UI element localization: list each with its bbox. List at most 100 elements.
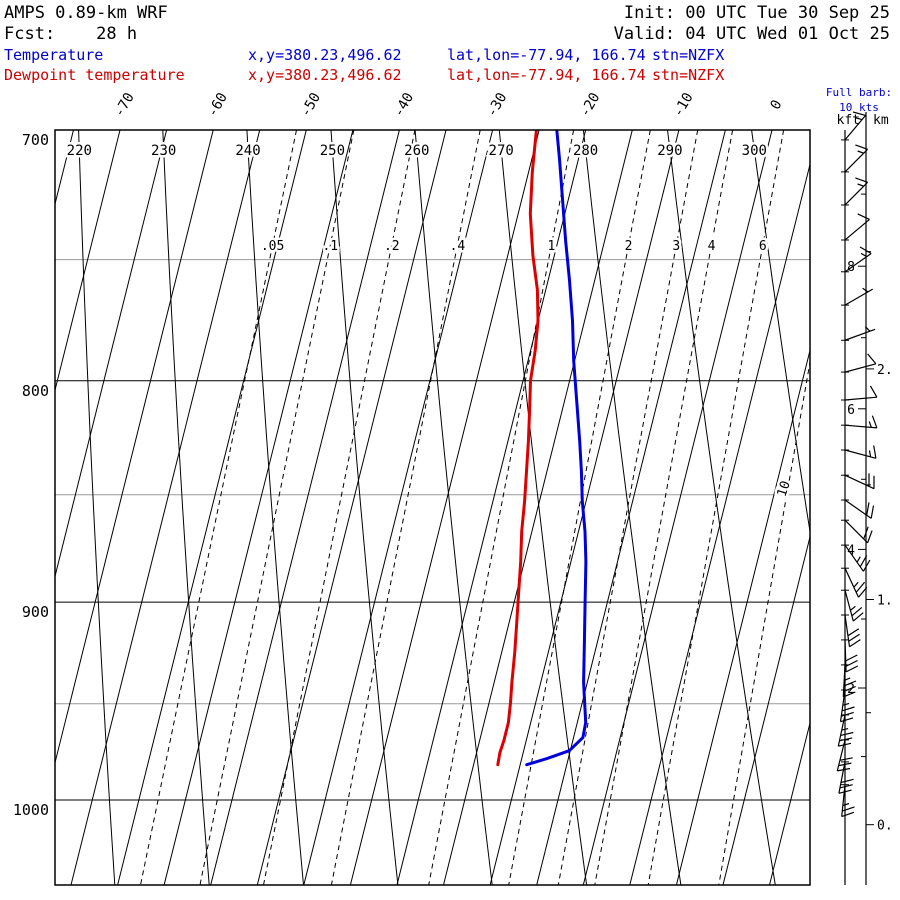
mixing-ratio-line xyxy=(557,130,699,885)
dry-adiabat-line xyxy=(162,130,210,885)
wind-barb xyxy=(844,246,872,273)
isotherm-line xyxy=(55,130,74,207)
dry-adiabat-line xyxy=(246,130,304,885)
wind-barb xyxy=(844,177,869,206)
theta-label: 250 xyxy=(320,143,345,159)
wind-barb xyxy=(844,415,878,429)
mixing-ratio-label: .05 xyxy=(261,239,284,254)
theta-labels: 220 230 240 250 260 270 280 290 300 xyxy=(64,141,769,162)
wind-barb xyxy=(844,385,878,401)
theta-label: 280 xyxy=(573,143,598,159)
dry-adiabat-line xyxy=(330,130,399,885)
wind-barb xyxy=(844,213,870,241)
wind-barb xyxy=(844,287,874,306)
isotherms xyxy=(55,130,810,885)
mixing-ratio-lines xyxy=(140,130,810,885)
temp-tick-label: 0 xyxy=(767,97,785,112)
wind-barb xyxy=(842,664,857,698)
wind-barb xyxy=(844,499,875,519)
wind-barb xyxy=(841,784,855,818)
temp-tick-label: -70 xyxy=(111,90,138,120)
pressure-tick-label: 900 xyxy=(22,603,49,621)
model-title: AMPS 0.89-km WRF xyxy=(4,3,168,23)
temp-tick-label: -30 xyxy=(484,90,511,120)
pressure-tick-label: 800 xyxy=(22,382,49,400)
km-axis-title: km xyxy=(873,113,889,128)
mixing-ratio-line xyxy=(140,130,297,885)
kft-tick-label: 6 xyxy=(847,403,855,418)
mixing-ratio-line xyxy=(508,130,651,885)
pressure-gridlines xyxy=(55,130,810,801)
wind-barb xyxy=(837,714,854,747)
wind-barb xyxy=(844,590,864,622)
plot-frame xyxy=(54,129,811,886)
temp-axis-labels: -70 -60 -50 -40 -30 -20 -10 0 xyxy=(111,90,785,120)
isotherm-line xyxy=(303,130,494,885)
wind-barb xyxy=(844,567,868,598)
theta-label: 220 xyxy=(67,143,92,159)
mixing-ratio-line xyxy=(594,130,734,885)
kft-axis-title: kft xyxy=(837,113,860,128)
temperature-station: stn=NZFX xyxy=(652,46,725,64)
theta-label: 240 xyxy=(235,143,260,159)
isotherm-line xyxy=(536,130,726,885)
barb-legend-line1: Full barb: xyxy=(825,86,893,99)
km-tick-label: 0. xyxy=(877,819,893,834)
mixing-ratio-label: .2 xyxy=(384,239,400,254)
isotherm-line xyxy=(722,534,810,885)
isotherm-line xyxy=(629,162,810,885)
dewpoint-trace xyxy=(496,130,540,767)
isotherm-line xyxy=(443,130,633,885)
isotherm-line xyxy=(117,130,307,885)
isotherm-line xyxy=(675,348,810,885)
dry-adiabat-line xyxy=(667,130,776,885)
wind-barb xyxy=(844,111,867,141)
isotherm-line xyxy=(163,130,354,885)
theta-label: 260 xyxy=(404,143,429,159)
temp-tick-label: -60 xyxy=(204,90,231,120)
isotherm-line xyxy=(210,130,400,885)
mixing-ratio-line xyxy=(330,130,481,885)
barb-legend-line2: 10 kts xyxy=(839,101,879,114)
dry-adiabat-line xyxy=(414,130,493,885)
wind-barb xyxy=(844,445,877,459)
pressure-tick-label: 700 xyxy=(22,131,49,149)
mixing-ratio-label: 4 xyxy=(708,239,716,254)
isotherm-line xyxy=(55,130,214,765)
dewpoint-legend-label: Dewpoint temperature xyxy=(4,66,185,84)
isotherm-line xyxy=(256,130,447,885)
isotherm-line xyxy=(70,130,261,885)
mixing-ratio-line xyxy=(199,130,355,885)
mixing-ratio-label: 1 xyxy=(547,239,555,254)
dewpoint-latlon: lat,lon=-77.94, 166.74 xyxy=(447,66,646,84)
mixing-ratio-line xyxy=(428,130,575,885)
wind-barb-column xyxy=(836,111,878,885)
wind-barb xyxy=(844,614,861,648)
wind-barb xyxy=(844,144,869,173)
temperature-xy: x,y=380.23,496.62 xyxy=(248,46,402,64)
wind-barb xyxy=(839,689,855,723)
init-time: Init: 00 UTC Tue 30 Sep 25 xyxy=(623,3,890,23)
km-tick-label: 1. xyxy=(877,594,893,609)
mixing-ratio-label: .4 xyxy=(450,239,466,254)
theta-label: 300 xyxy=(742,143,767,159)
km-tick-label: 2. xyxy=(877,363,893,378)
mixing-ratio-label: 3 xyxy=(672,239,680,254)
temp-tick-label: -20 xyxy=(577,90,604,120)
mixing-ratio-label: 10 xyxy=(775,479,794,499)
dewpoint-station: stn=NZFX xyxy=(652,66,725,84)
isotherm-line xyxy=(769,720,810,885)
pressure-tick-label: 1000 xyxy=(13,801,49,819)
wind-barb xyxy=(844,544,871,572)
mixing-ratio-label: .1 xyxy=(322,239,338,254)
isotherm-line xyxy=(55,130,168,579)
mixing-ratio-line xyxy=(647,130,785,885)
dewpoint-xy: x,y=380.23,496.62 xyxy=(248,66,402,84)
wind-barb xyxy=(844,519,873,544)
isotherm-line xyxy=(55,130,121,393)
kft-tick-label: 2 xyxy=(847,682,855,697)
dry-adiabat-line xyxy=(582,130,682,885)
isotherm-line xyxy=(396,130,587,885)
theta-label: 230 xyxy=(151,143,176,159)
